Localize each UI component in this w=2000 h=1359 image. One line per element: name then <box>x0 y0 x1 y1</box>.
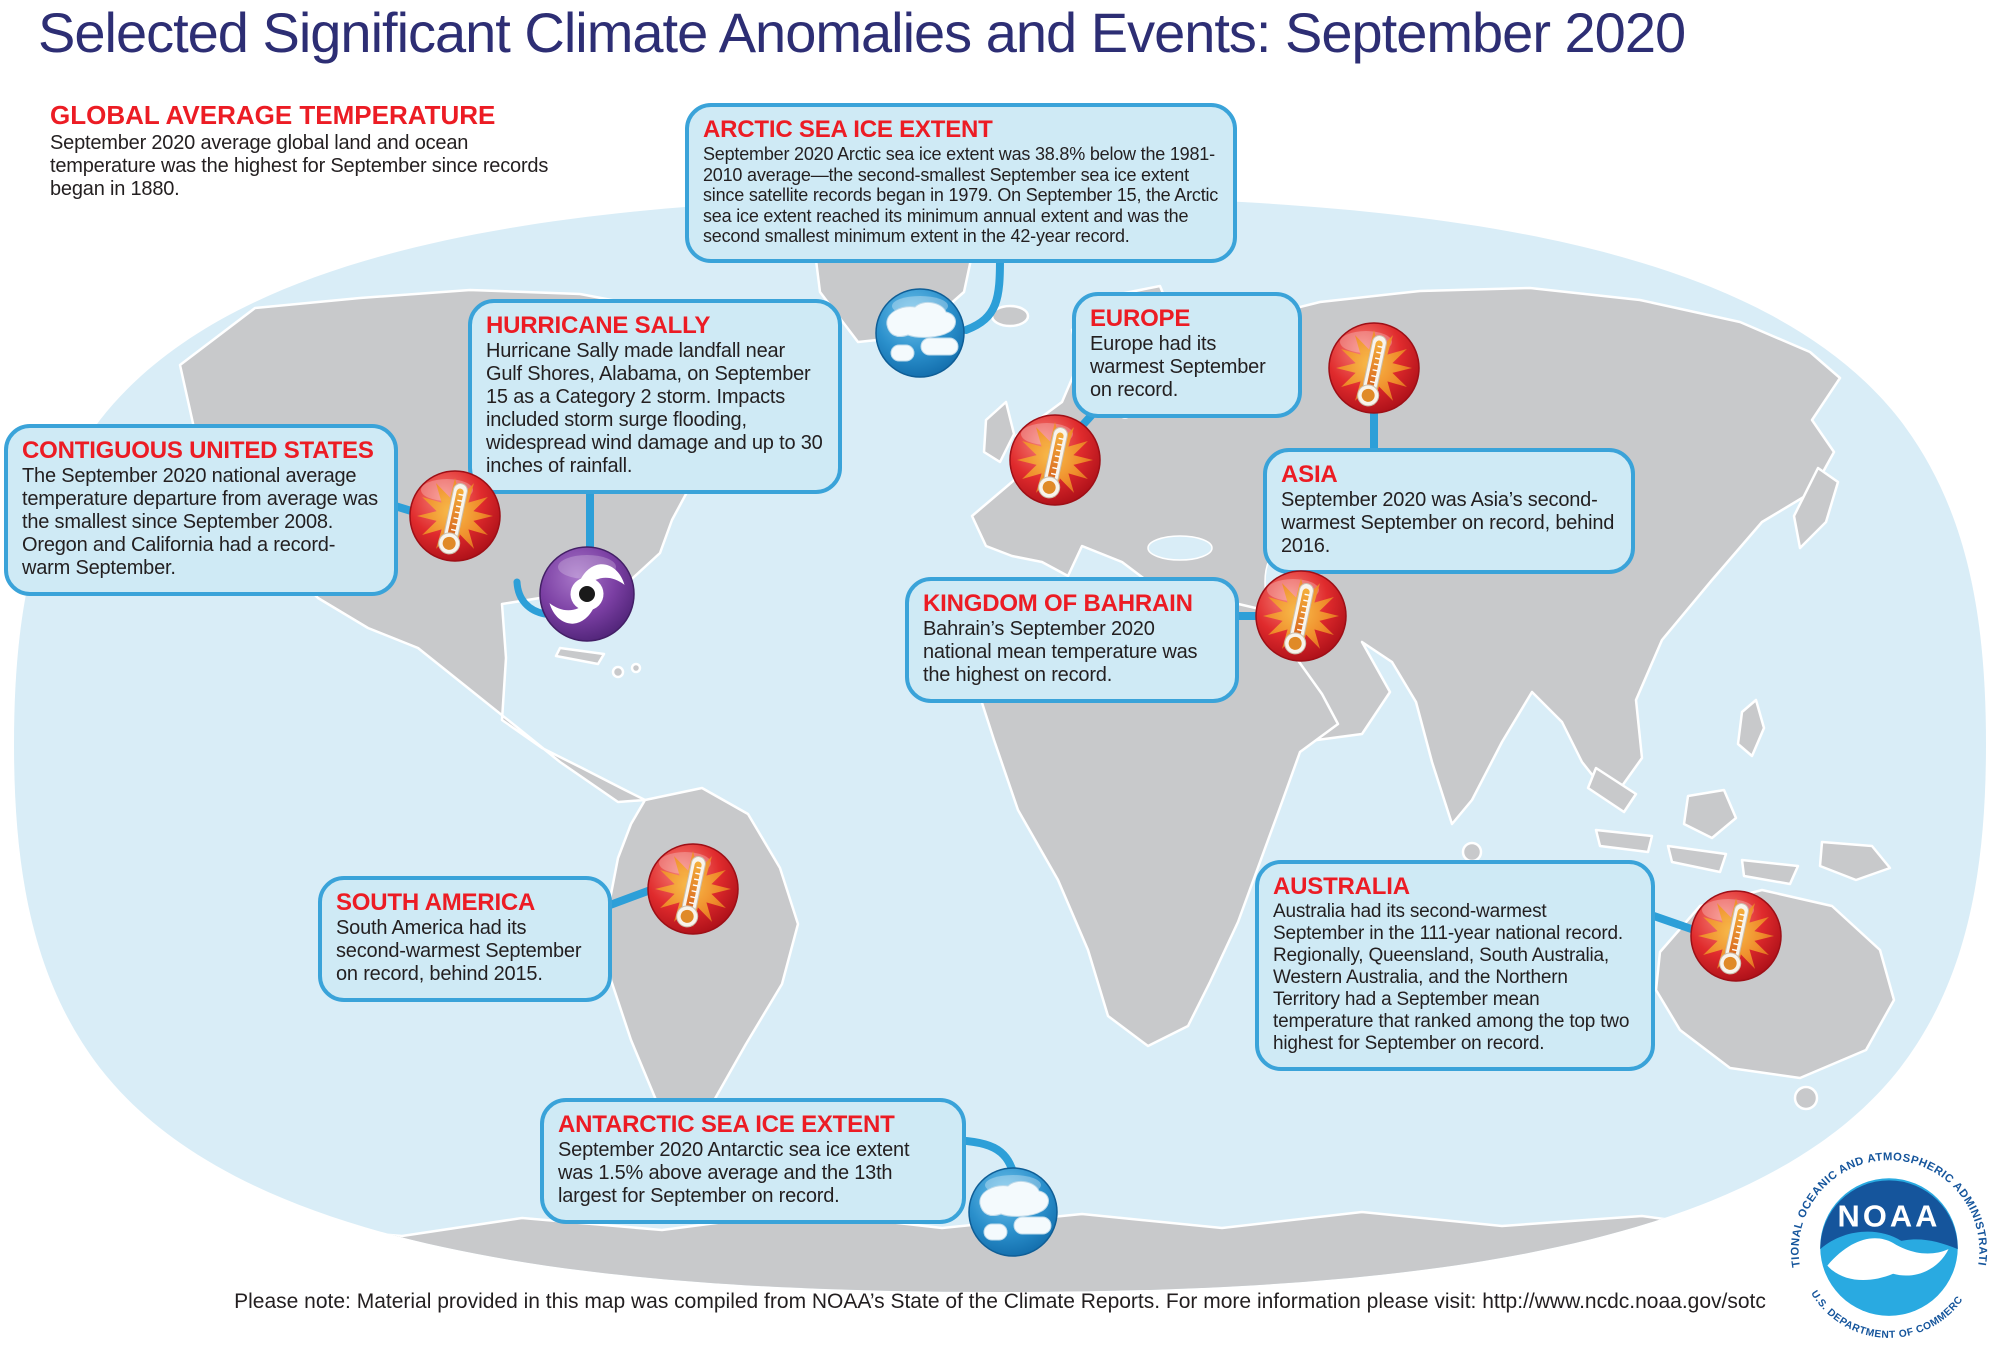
island-java <box>1594 828 1654 854</box>
callout-heading: GLOBAL AVERAGE TEMPERATURE <box>50 100 496 130</box>
island-united-kingdom <box>982 400 1016 464</box>
island-hispaniola <box>611 665 625 679</box>
island-iceland <box>990 304 1030 328</box>
callout-heading: KINGDOM OF BAHRAIN <box>923 590 1193 617</box>
global-average-temperature-callout: GLOBAL AVERAGE TEMPERATURE September 202… <box>50 100 575 201</box>
contiguous-united-states-callout: CONTIGUOUS UNITED STATES The September 2… <box>4 424 398 596</box>
arctic-sea-ice-callout: ARCTIC SEA ICE EXTENT September 2020 Arc… <box>685 103 1237 263</box>
island-new-guinea <box>1818 840 1892 882</box>
callout-heading: ASIA <box>1281 461 1338 488</box>
island-new-zealand-north <box>1922 1070 1948 1106</box>
kingdom-of-bahrain-callout: KINGDOM OF BAHRAIN Bahrain’s September 2… <box>905 577 1239 703</box>
callout-heading: ARCTIC SEA ICE EXTENT <box>703 116 993 143</box>
callout-body: The September 2020 national average temp… <box>22 465 378 579</box>
island-tasmania <box>1793 1085 1819 1111</box>
island-puerto-rico <box>630 662 642 674</box>
callout-body: September 2020 Arctic sea ice extent was… <box>703 144 1219 246</box>
island-timor <box>1740 858 1800 886</box>
callout-heading: ANTARCTIC SEA ICE EXTENT <box>558 1111 895 1138</box>
south-america-callout: SOUTH AMERICA South America had its seco… <box>318 876 612 1002</box>
europe-callout: EUROPE Europe had its warmest September … <box>1072 292 1302 418</box>
island-sumatra <box>1586 766 1638 814</box>
callout-body: September 2020 Antarctic sea ice extent … <box>558 1139 910 1207</box>
antarctic-sea-ice-callout: ANTARCTIC SEA ICE EXTENT September 2020 … <box>540 1098 966 1224</box>
callout-heading: SOUTH AMERICA <box>336 889 536 916</box>
asia-callout: ASIA September 2020 was Asia’s second-wa… <box>1263 448 1635 574</box>
callout-heading: HURRICANE SALLY <box>486 312 711 339</box>
island-cuba <box>554 646 606 666</box>
connector-arctic <box>962 254 1004 334</box>
callout-heading: AUSTRALIA <box>1273 873 1410 900</box>
footer-note: Please note: Material provided in this m… <box>234 1290 1766 1313</box>
callout-body: September 2020 average global land and o… <box>50 132 549 200</box>
noaa-logo-sky <box>1820 1180 1958 1250</box>
noaa-logo: NOAA NATIONAL OCEANIC AND ATMOSPHERIC AD… <box>1790 1151 1988 1341</box>
callout-body: Bahrain’s September 2020 national mean t… <box>923 618 1198 686</box>
callout-body: Hurricane Sally made landfall near Gulf … <box>486 340 823 477</box>
seagull-icon <box>1827 1238 1949 1281</box>
callout-heading: CONTIGUOUS UNITED STATES <box>22 437 374 464</box>
island-lesser-sunda <box>1666 844 1728 874</box>
island-philippines <box>1736 698 1766 758</box>
australia-callout: AUSTRALIA Australia had its second-warme… <box>1255 860 1655 1071</box>
callout-body: South America had its second-warmest Sep… <box>336 917 582 985</box>
island-sri-lanka <box>1461 841 1483 863</box>
island-borneo <box>1682 788 1738 840</box>
hurricane-sally-callout: HURRICANE SALLY Hurricane Sally made lan… <box>468 299 842 494</box>
callout-body: Europe had its warmest September on reco… <box>1090 333 1266 401</box>
callout-body: Australia had its second-warmest Septemb… <box>1273 901 1630 1054</box>
callout-body: September 2020 was Asia’s second-warmest… <box>1281 489 1615 557</box>
noaa-acronym: NOAA <box>1838 1199 1941 1234</box>
island-japan <box>1792 466 1840 550</box>
callout-heading: EUROPE <box>1090 305 1191 332</box>
black-sea <box>1147 535 1213 561</box>
page-title: Selected Significant Climate Anomalies a… <box>38 1 1686 64</box>
